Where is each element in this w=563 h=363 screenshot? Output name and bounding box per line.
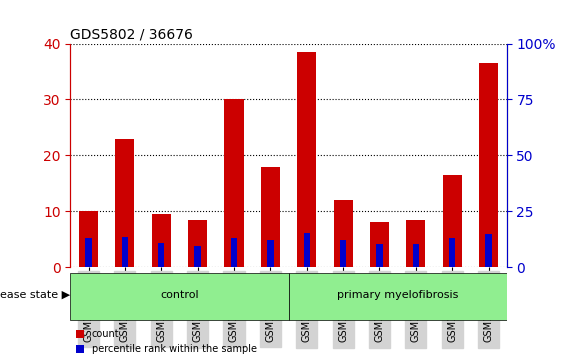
Bar: [333, 200, 352, 267]
Bar: [231, 238, 237, 267]
Text: disease state ▶: disease state ▶: [0, 290, 70, 300]
Bar: [261, 167, 280, 267]
Text: GDS5802 / 36676: GDS5802 / 36676: [70, 27, 193, 41]
Text: primary myelofibrosis: primary myelofibrosis: [337, 290, 458, 300]
Bar: [370, 223, 389, 267]
Bar: [122, 237, 128, 267]
Bar: [188, 220, 207, 267]
Bar: [413, 244, 419, 267]
Bar: [485, 234, 491, 267]
Bar: [406, 220, 425, 267]
FancyBboxPatch shape: [289, 273, 507, 320]
Bar: [152, 214, 171, 267]
Bar: [297, 52, 316, 267]
Bar: [86, 238, 92, 267]
Bar: [115, 139, 135, 267]
Bar: [479, 63, 498, 267]
Bar: [340, 240, 346, 267]
Bar: [225, 99, 244, 267]
Bar: [267, 240, 274, 267]
Bar: [79, 211, 98, 267]
Bar: [443, 175, 462, 267]
Text: control: control: [160, 290, 199, 300]
Bar: [303, 233, 310, 267]
Legend: count, percentile rank within the sample: count, percentile rank within the sample: [73, 326, 261, 358]
Bar: [376, 244, 383, 267]
Bar: [194, 246, 201, 267]
Bar: [449, 238, 455, 267]
FancyBboxPatch shape: [70, 273, 289, 320]
Bar: [158, 242, 164, 267]
